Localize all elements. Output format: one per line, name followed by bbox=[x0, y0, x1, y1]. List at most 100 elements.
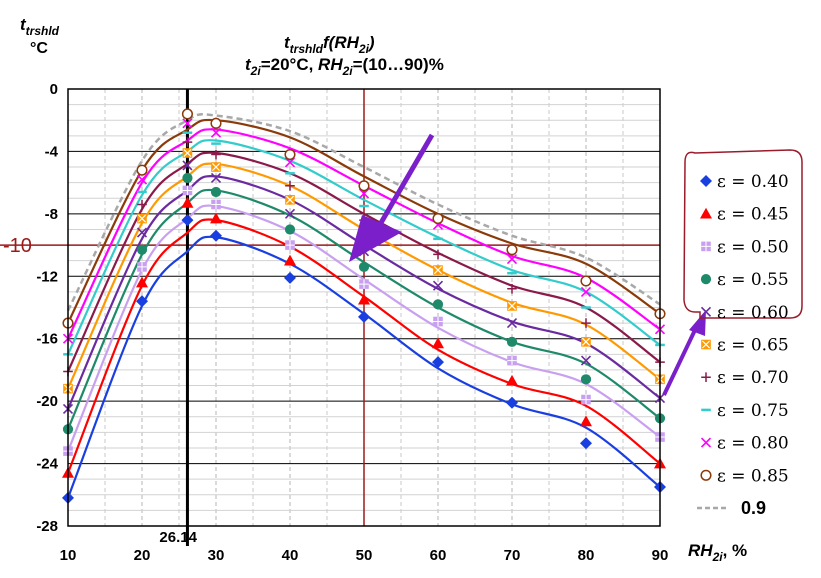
y-tick-label: -8 bbox=[45, 206, 58, 223]
series-point-1 bbox=[432, 337, 444, 349]
legend-label-5: ε = 0.65 bbox=[717, 336, 789, 356]
y-axis-label: ttrshld bbox=[20, 15, 60, 38]
y-tick-label: -4 bbox=[45, 143, 59, 160]
series-point-2 bbox=[581, 394, 591, 405]
chart-title: ttrshldf(RH2i) bbox=[284, 33, 375, 56]
legend-item-0: ε = 0.40 bbox=[700, 172, 789, 192]
series-point-4 bbox=[136, 227, 148, 238]
legend-item-5: ε = 0.65 bbox=[701, 336, 789, 356]
legend-marker-1 bbox=[700, 207, 712, 219]
series-point-0 bbox=[506, 396, 518, 409]
series-point-5 bbox=[581, 337, 591, 347]
legend-marker-5 bbox=[701, 339, 711, 350]
series-point-0 bbox=[136, 295, 148, 308]
series-line-3 bbox=[66, 188, 661, 430]
series-point-1 bbox=[358, 293, 370, 305]
series-point-2-cross bbox=[507, 355, 517, 366]
series-point-1 bbox=[580, 415, 592, 427]
series-line-2 bbox=[66, 204, 661, 452]
y-tick-label: -16 bbox=[36, 331, 58, 348]
series-point-8 bbox=[182, 118, 193, 129]
series-point-5-cross bbox=[581, 337, 591, 346]
series-line-6 bbox=[66, 151, 661, 372]
y-axis-var: t bbox=[20, 15, 27, 34]
series-point-2-cross bbox=[433, 316, 443, 327]
series-point-0 bbox=[358, 310, 370, 323]
series-point-2 bbox=[182, 185, 193, 196]
series-point-2 bbox=[433, 316, 443, 327]
legend-marker-8 bbox=[700, 437, 712, 448]
series-point-8 bbox=[358, 188, 370, 199]
series-point-8 bbox=[506, 254, 518, 265]
y-tick-label: 0 bbox=[50, 81, 58, 98]
series-point-5 bbox=[285, 195, 295, 205]
x-tick-label: 90 bbox=[652, 547, 669, 564]
legend-item-1: ε = 0.45 bbox=[700, 205, 789, 225]
y-axis-sub: trshld bbox=[26, 24, 60, 38]
arrow-to-intersection bbox=[375, 133, 435, 230]
legend-marker-9 bbox=[700, 469, 712, 481]
legend-item-10: 0.9 bbox=[697, 498, 766, 518]
legend-marker-2-cross bbox=[701, 241, 711, 252]
y-tick-label: -28 bbox=[36, 518, 58, 535]
subtitle-rh: RH bbox=[318, 55, 343, 74]
series-point-9 bbox=[136, 164, 148, 176]
legend-marker-0 bbox=[700, 175, 712, 187]
legend-label-2: ε = 0.50 bbox=[717, 237, 789, 257]
series-point-2 bbox=[285, 240, 295, 250]
title-var: t bbox=[284, 33, 291, 52]
title-close: ) bbox=[367, 33, 375, 52]
series-point-5-cross bbox=[183, 148, 192, 158]
series-point-8 bbox=[210, 127, 222, 138]
legend: ε = 0.40 ε = 0.45 ε = 0.50 ε = 0.55 ε = 0.60… bbox=[697, 172, 789, 518]
series-point-3 bbox=[210, 186, 222, 198]
legend-label-0: ε = 0.40 bbox=[717, 172, 789, 192]
vline-label: 26.14 bbox=[159, 529, 197, 546]
series-point-5 bbox=[182, 148, 193, 158]
annotation-arrows bbox=[349, 133, 706, 396]
series-point-4 bbox=[432, 280, 444, 291]
x-axis-unit: , % bbox=[723, 541, 748, 560]
x-tick-label: 50 bbox=[356, 547, 373, 564]
x-axis-var: RH bbox=[688, 541, 713, 560]
legend-marker-5-cross bbox=[701, 340, 711, 349]
series-point-4 bbox=[182, 160, 193, 171]
series-point-5 bbox=[507, 301, 517, 311]
arrow-head-intersection bbox=[349, 215, 402, 262]
series-point-5-cross bbox=[285, 195, 295, 204]
series-point-8 bbox=[580, 286, 592, 297]
series-point-6 bbox=[581, 318, 591, 328]
series-point-8 bbox=[136, 174, 148, 185]
series-point-2-cross bbox=[285, 240, 295, 250]
legend-marker-2 bbox=[701, 241, 711, 252]
series-point-0 bbox=[284, 271, 296, 284]
y-tick-label: -20 bbox=[36, 393, 58, 410]
legend-item-6: ε = 0.70 bbox=[701, 368, 789, 388]
subtitle-var-sub: 2i bbox=[250, 64, 262, 78]
series-point-6 bbox=[285, 180, 295, 191]
series-point-2-cross bbox=[359, 279, 369, 289]
legend-item-2: ε = 0.50 bbox=[701, 237, 789, 257]
legend-item-3: ε = 0.55 bbox=[700, 270, 789, 290]
series-point-9 bbox=[358, 180, 370, 192]
x-tick-label: 40 bbox=[282, 547, 299, 564]
y-axis-unit: °C bbox=[30, 40, 48, 57]
series-line-8 bbox=[67, 128, 661, 340]
series-point-9 bbox=[432, 212, 444, 225]
legend-marker-4 bbox=[700, 306, 712, 317]
series-point-3 bbox=[284, 224, 296, 235]
series-point-4 bbox=[284, 208, 296, 219]
arrow-to-legend bbox=[662, 329, 697, 396]
series-point-5 bbox=[433, 265, 443, 275]
series-point-6 bbox=[137, 199, 147, 210]
x-axis-label: RH2i, % bbox=[688, 541, 747, 564]
legend-label-7: ε = 0.75 bbox=[717, 401, 789, 421]
legend-label-10: 0.9 bbox=[741, 498, 766, 518]
series-point-1 bbox=[181, 196, 194, 208]
series-point-9 bbox=[284, 149, 296, 161]
series-point-9 bbox=[506, 244, 518, 256]
subtitle-var: t bbox=[245, 55, 252, 74]
series-line-4 bbox=[66, 175, 661, 410]
series-line-9 bbox=[67, 118, 661, 324]
